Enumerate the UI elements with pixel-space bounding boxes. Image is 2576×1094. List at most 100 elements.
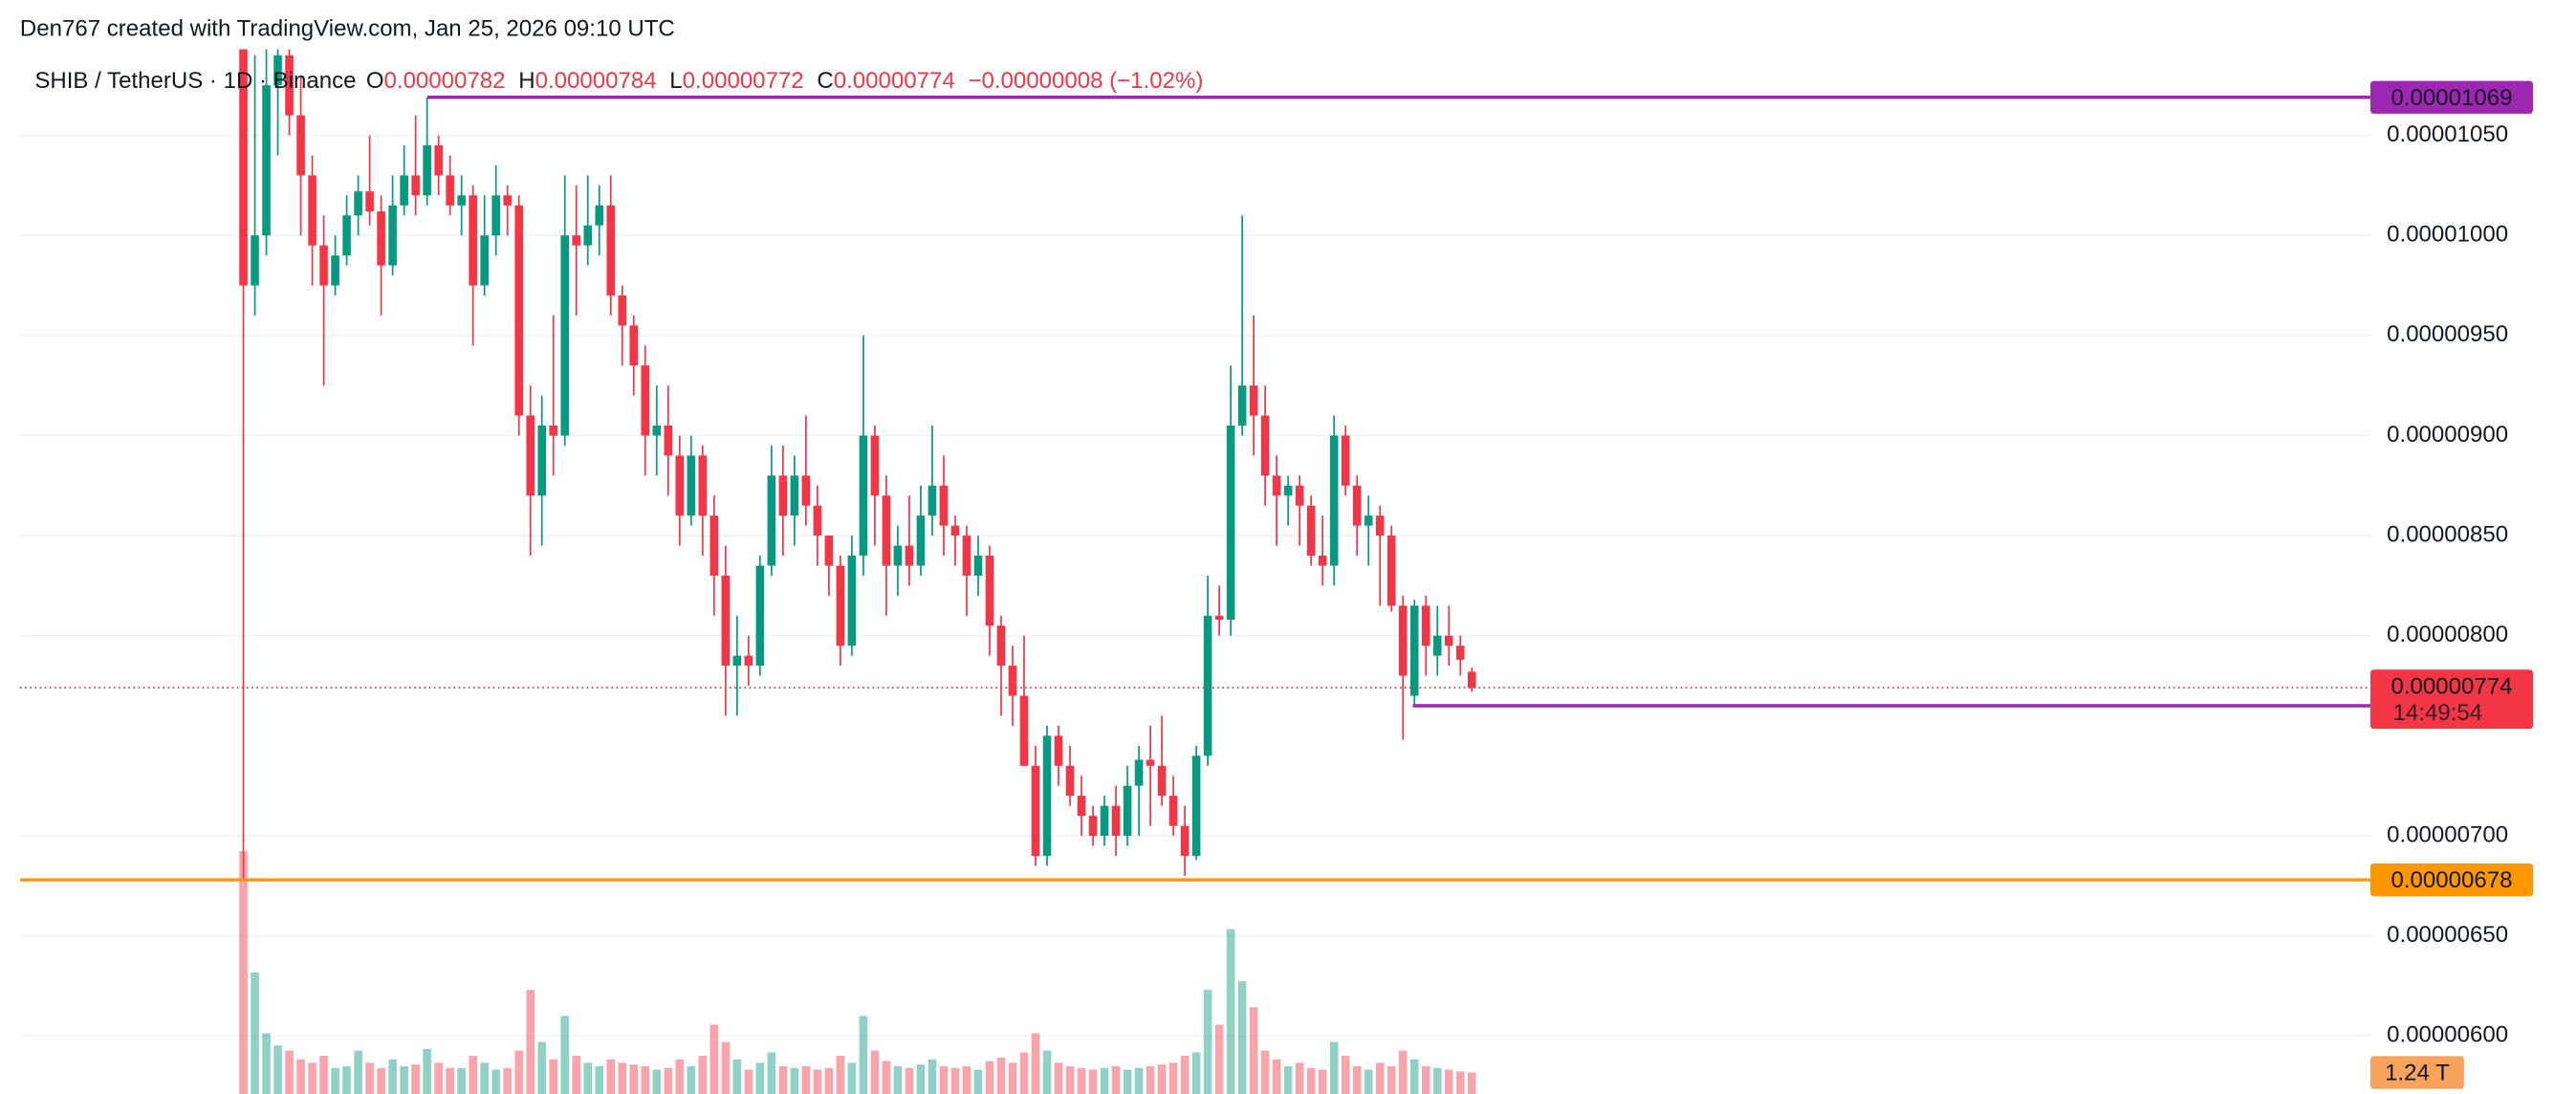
candle-body	[1375, 515, 1385, 536]
volume-bar	[652, 1069, 662, 1094]
volume-bar	[1237, 981, 1247, 1094]
candle-body	[1283, 485, 1293, 496]
price-lines	[19, 96, 2370, 882]
volume-bar	[1168, 1062, 1178, 1094]
volume-bar	[767, 1052, 776, 1094]
volume-bar	[514, 1050, 523, 1094]
volume-bar	[905, 1067, 914, 1094]
candle-body	[618, 295, 627, 326]
candle-body	[1088, 816, 1098, 837]
volume-bar	[1077, 1067, 1086, 1094]
volume-bar	[273, 1045, 282, 1094]
volume-bar	[1031, 1033, 1040, 1094]
candle-body	[1295, 485, 1304, 506]
candle-body	[870, 435, 880, 496]
volume-bar	[1318, 1069, 1327, 1094]
candle-body	[790, 475, 799, 516]
volume-bar	[1042, 1050, 1052, 1094]
current-price-box	[2369, 669, 2534, 730]
volume-bar	[893, 1065, 903, 1094]
candle-body	[755, 565, 765, 667]
volume-bar	[1329, 1041, 1339, 1094]
volume-bar	[1191, 1052, 1201, 1094]
volume-bar	[1260, 1050, 1270, 1094]
volume-bar	[962, 1065, 971, 1094]
volume-bar	[1249, 1007, 1258, 1094]
watermark: Den767 created with TradingView.com, Jan…	[20, 15, 675, 41]
volume-bar	[319, 1056, 328, 1094]
candle-body	[446, 175, 454, 206]
volume-bar	[801, 1065, 811, 1094]
candle-body	[572, 235, 581, 246]
candle-body	[491, 195, 500, 236]
legend-label: O	[366, 68, 384, 94]
volume-label: 1.24 T	[2385, 1061, 2450, 1086]
candle-body	[400, 175, 408, 206]
candle-body	[377, 211, 385, 266]
candle-body	[1306, 505, 1316, 557]
candle-body	[434, 144, 443, 176]
candle-body	[1386, 536, 1396, 606]
volume-bar	[1272, 1059, 1281, 1094]
volume-bar	[296, 1059, 305, 1094]
candle-body	[365, 191, 374, 212]
volume-bar	[618, 1062, 627, 1094]
volume-bar	[1386, 1065, 1396, 1094]
volume-bar	[928, 1059, 937, 1094]
candle-body	[859, 435, 868, 557]
volume-bar	[526, 990, 535, 1094]
y-tick-label: 0.00000800	[2387, 622, 2508, 647]
candle-body	[744, 655, 753, 667]
candle-body	[1031, 765, 1040, 856]
volume-bar	[1283, 1065, 1293, 1094]
price-label-box	[2369, 80, 2534, 114]
volume-bar	[1409, 1059, 1419, 1094]
volume-bar	[824, 1067, 834, 1094]
price-label-box	[2369, 863, 2534, 897]
volume-bar	[1398, 1050, 1408, 1094]
candle-body	[469, 195, 477, 286]
candle-body	[342, 215, 351, 256]
candles	[239, 49, 1476, 881]
candle-body	[1111, 805, 1121, 837]
candle-body	[1421, 605, 1430, 646]
legend-value: 0.00000772	[683, 68, 804, 94]
candle-body	[767, 475, 776, 566]
candle-body	[1134, 759, 1144, 786]
candle-body	[514, 205, 523, 416]
candle-body	[721, 575, 731, 667]
volume-pane	[239, 850, 1476, 1094]
volume-bar	[950, 1067, 960, 1094]
candle-body	[1168, 796, 1178, 826]
grid	[19, 134, 2370, 1038]
candle-body	[1409, 605, 1419, 696]
volume-bar	[813, 1069, 822, 1094]
candle-body	[526, 415, 535, 496]
volume-bar	[411, 1064, 420, 1094]
volume-bar	[342, 1065, 351, 1094]
candle-body	[388, 205, 397, 266]
y-tick-label: 0.00001000	[2387, 222, 2508, 248]
volume-bar	[262, 1033, 271, 1094]
candle-body	[732, 655, 742, 667]
candle-body	[652, 425, 662, 436]
volume-bar	[687, 1065, 696, 1094]
candle-body	[939, 485, 949, 526]
volume-bar	[755, 1062, 765, 1094]
volume-bar	[480, 1062, 489, 1094]
legend-value: 0.00000784	[535, 68, 657, 94]
candle-body	[331, 255, 339, 286]
candle-body	[1077, 796, 1086, 817]
candle-body	[1123, 785, 1132, 837]
volume-bar	[1352, 1065, 1362, 1094]
volume-bar	[1008, 1062, 1017, 1094]
volume-bar	[491, 1069, 500, 1094]
y-tick-label: 0.00000600	[2387, 1022, 2508, 1048]
candle-body	[1249, 385, 1258, 416]
candle-body	[1157, 765, 1167, 797]
candle-body	[629, 325, 639, 366]
volume-bar	[996, 1057, 1006, 1094]
candle-body	[1054, 735, 1063, 766]
candle-body	[928, 485, 937, 516]
candle-body	[1180, 825, 1190, 856]
